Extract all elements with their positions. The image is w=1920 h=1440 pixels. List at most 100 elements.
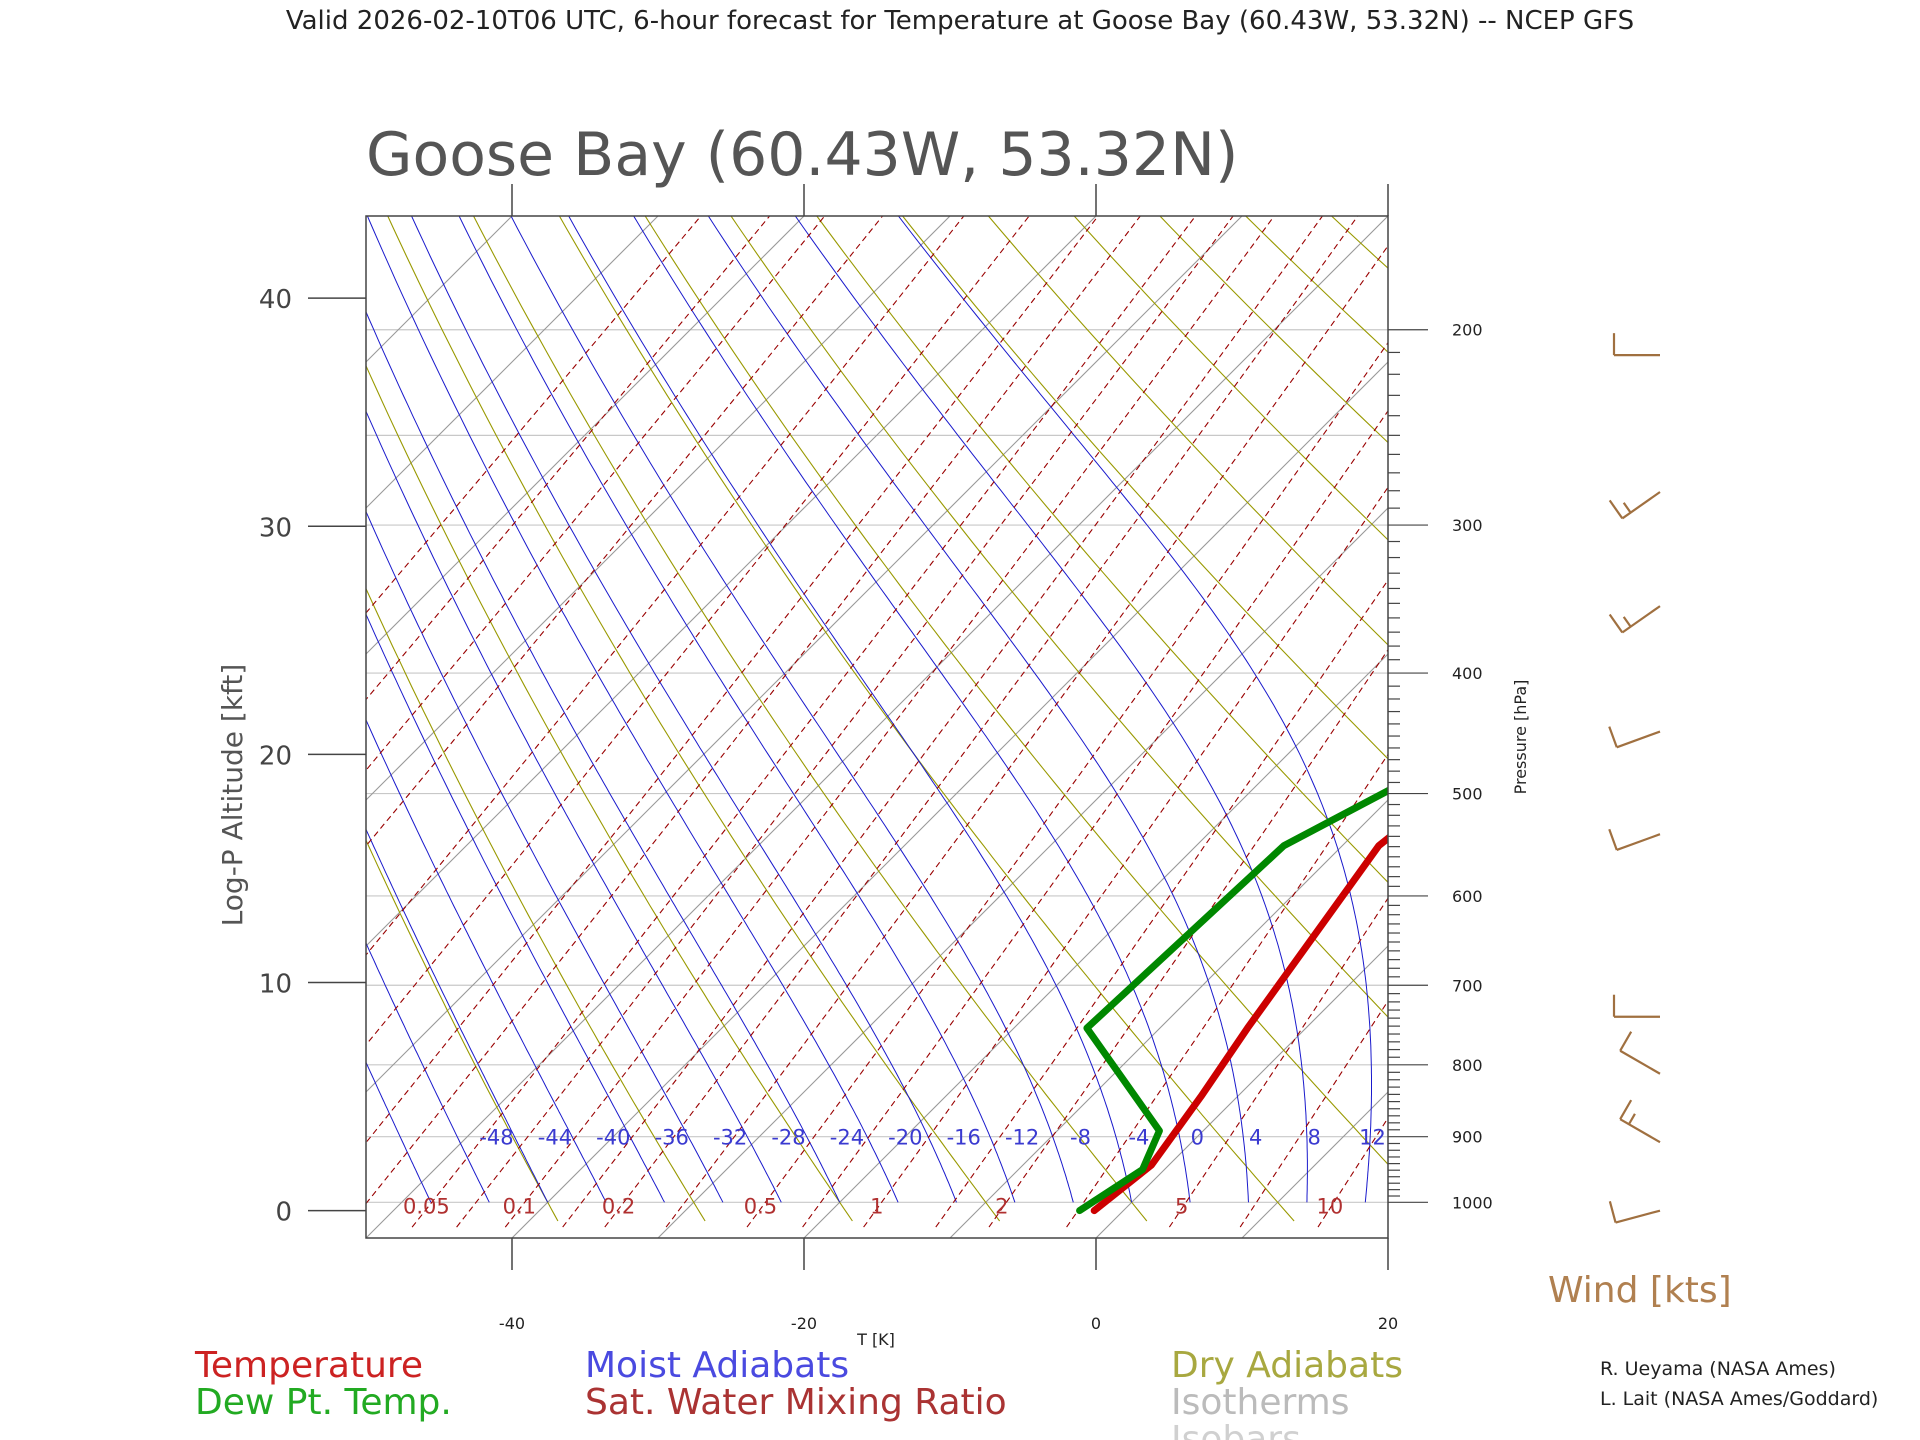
wind-barb-flag: [1608, 613, 1624, 634]
mixing-ratio-label: 0.5: [744, 1195, 777, 1219]
background-lines: [0, 200, 1920, 1238]
mixing-ratio-line: [604, 216, 1359, 1228]
isotherm-line: [1534, 216, 1920, 1238]
dry-adiabat: [816, 216, 1388, 884]
wind-barb-flag: [1627, 1113, 1636, 1125]
isotherm-line: [657, 507, 1388, 1238]
suptitle: Valid 2026-02-10T06 UTC, 6-hour forecast…: [286, 6, 1634, 36]
isotherm-line: [511, 361, 1388, 1238]
wind-barb: [1608, 726, 1661, 749]
mixing-ratio-line: [456, 216, 1234, 1228]
mixing-ratio-label: 0.1: [503, 1195, 536, 1219]
isotherm-line: [1095, 945, 1388, 1238]
moist-adiabat-label: -16: [947, 1126, 981, 1150]
moist-adiabat-label: -4: [1128, 1126, 1149, 1150]
dry-adiabat: [387, 216, 1001, 1222]
right-axis-label: Pressure [hPa]: [1511, 680, 1530, 795]
legend-dewpoint: Dew Pt. Temp.: [195, 1382, 452, 1423]
wind-barb-flag: [1608, 726, 1618, 748]
moist-adiabat-label: -24: [830, 1126, 864, 1150]
wind-barb-flag: [1608, 1200, 1617, 1223]
isotherm-line: [366, 216, 805, 655]
moist-adiabat-label: -40: [596, 1126, 630, 1150]
moist-adiabat: [633, 216, 1191, 1203]
bottom-axis-label: T [K]: [856, 1330, 895, 1349]
bottom-tick-label: -20: [791, 1314, 817, 1333]
mixing-ratio-label: 10: [1317, 1195, 1344, 1219]
wind-barb-staff: [1619, 1049, 1661, 1075]
wind-barb: [1608, 605, 1661, 634]
dry-adiabat: [1569, 200, 1920, 1221]
wind-barb: [1619, 1099, 1661, 1144]
isotherm-line: [0, 216, 220, 1238]
dry-adiabat: [1824, 200, 1920, 1221]
isotherm-line: [366, 216, 367, 217]
dry-adiabat: [1073, 216, 1388, 541]
plot-frame: [365, 215, 1389, 1239]
right-tick-label: 600: [1452, 887, 1483, 906]
dry-adiabat: [1739, 200, 1920, 1221]
mixing-ratio-label: 1: [870, 1195, 883, 1219]
left-tick-label: 10: [259, 970, 292, 1000]
mixing-ratio-label: 2: [995, 1195, 1008, 1219]
moist-adiabat-label: 16: [1418, 1126, 1445, 1150]
dry-adiabat: [366, 364, 853, 1222]
moist-adiabat: [366, 941, 490, 1203]
wind-barbs: [1608, 333, 1661, 1224]
moist-adiabat: [707, 216, 1249, 1203]
mixing-ratio-line: [863, 486, 1388, 1228]
wind-barb-staff: [1616, 833, 1661, 851]
mixing-ratio-line: [1410, 200, 1920, 1227]
wind-barb: [1608, 1200, 1661, 1224]
moist-adiabat: [366, 310, 841, 1203]
dry-adiabat: [644, 216, 1388, 1166]
dry-adiabat: [730, 216, 1388, 1018]
dewpoint-profile: [1076, 786, 1388, 1215]
moist-adiabat-label: -20: [888, 1126, 922, 1150]
mixing-ratio-line: [504, 216, 1275, 1228]
mixing-ratio-line: [366, 216, 771, 701]
moist-adiabat: [897, 216, 1372, 1203]
bottom-tick-label: 20: [1378, 1314, 1398, 1333]
left-axis-label: Log-P Altitude [kft]: [216, 664, 249, 927]
wind-barb-staff: [1616, 730, 1661, 749]
isotherm-line: [366, 216, 951, 801]
wind-barb-staff: [1619, 1118, 1661, 1144]
right-tick-label: 300: [1452, 516, 1483, 535]
wind-barb-flag: [1619, 1099, 1633, 1120]
isotherm-line: [1680, 216, 1920, 1238]
moist-adiabat: [366, 1061, 432, 1203]
wind-barb-flag: [1608, 828, 1618, 851]
mixing-ratio-line: [562, 216, 1324, 1228]
moist-adiabat-label: -44: [538, 1126, 572, 1150]
right-tick-label: 1000: [1452, 1193, 1493, 1212]
isotherm-line: [1241, 1091, 1388, 1238]
isotherm-line: [366, 216, 513, 363]
mixing-ratio-line: [366, 216, 1099, 1144]
moist-adiabat-label: 0: [1191, 1126, 1204, 1150]
isotherm-line: [366, 216, 1243, 1093]
wind-barb-flag: [1608, 499, 1624, 520]
moist-adiabat-label: -36: [655, 1126, 689, 1150]
wind-barb: [1612, 333, 1660, 357]
isotherm-line: [949, 799, 1388, 1238]
dry-adiabat: [1484, 200, 1920, 1221]
mixing-ratio-line: [366, 216, 965, 956]
plot-title: Goose Bay (60.43W, 53.32N): [366, 120, 1238, 190]
mixing-ratio-line: [1477, 200, 1920, 1227]
moist-adiabat: [410, 216, 957, 1203]
left-tick-label: 0: [275, 1198, 292, 1228]
axes: -40 -20 0 200102030401000900800700600500400…: [259, 184, 1493, 1333]
profiles: [1076, 786, 1388, 1215]
moist-adiabat-label: 4: [1249, 1126, 1262, 1150]
right-tick-label: 500: [1452, 785, 1483, 804]
moist-adiabat-label: 12: [1359, 1126, 1386, 1150]
moist-adiabat: [510, 216, 1074, 1203]
dry-adiabat: [987, 216, 1388, 646]
mixing-ratio-line: [366, 216, 1030, 1046]
bottom-tick-label: 0: [1091, 1314, 1101, 1333]
moist-adiabat-label: -28: [771, 1126, 805, 1150]
isotherm-line: [1387, 1237, 1388, 1238]
mixing-ratio-line: [746, 341, 1388, 1228]
